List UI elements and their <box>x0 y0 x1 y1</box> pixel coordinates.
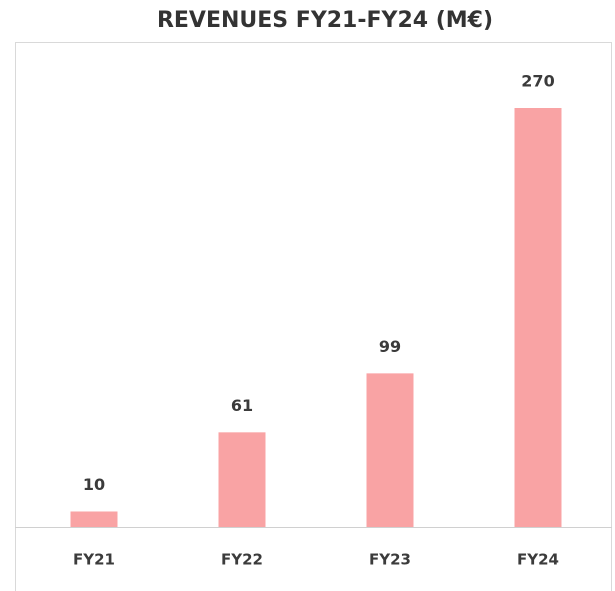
bar <box>514 108 562 527</box>
plot-frame <box>15 42 612 591</box>
bar <box>366 373 414 527</box>
data-label: 270 <box>521 72 554 91</box>
x-tick-label: FY21 <box>73 551 115 569</box>
data-label: 61 <box>231 396 253 415</box>
data-label: 10 <box>83 475 105 494</box>
x-tick-label: FY22 <box>221 551 263 569</box>
chart-title: REVENUES FY21-FY24 (M€) <box>157 8 493 33</box>
x-tick-label: FY24 <box>517 551 559 569</box>
data-label: 99 <box>379 337 401 356</box>
bar <box>70 511 118 527</box>
x-tick-label: FY23 <box>369 551 411 569</box>
bar <box>218 432 266 527</box>
